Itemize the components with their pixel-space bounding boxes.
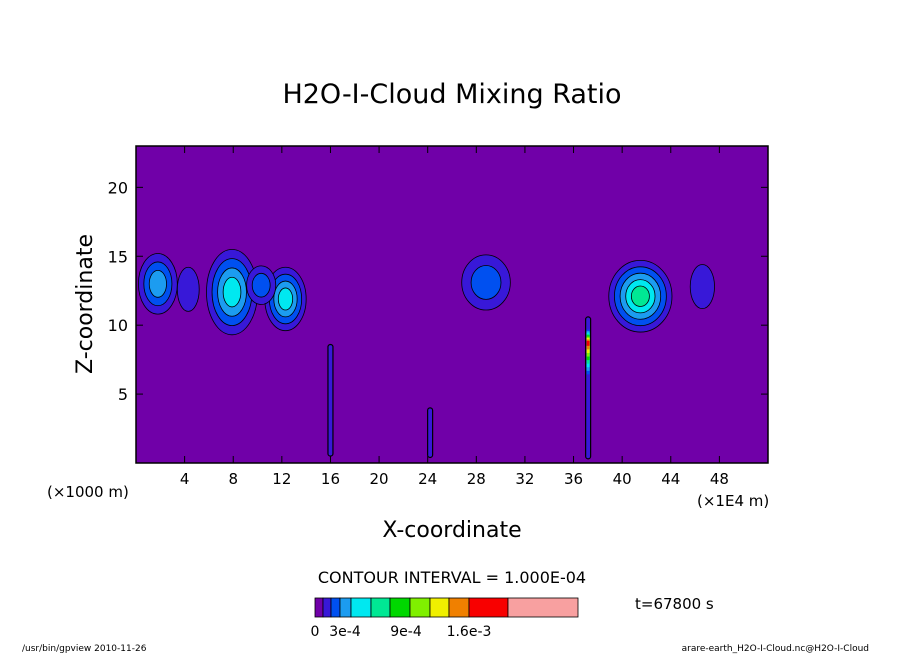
contour-feature-3-level-4 <box>277 287 294 311</box>
x-tick-label: 8 <box>228 470 238 488</box>
colorbar <box>314 597 579 618</box>
colorbar-labels: 0 3e-4 9e-4 1.6e-3 <box>311 624 492 640</box>
time-label: t=67800 s <box>635 595 714 613</box>
column-1 <box>427 407 434 459</box>
colorbar-swatch <box>322 597 332 618</box>
footer-left: /usr/bin/gpview 2010-11-26 <box>22 644 147 654</box>
colorbar-swatch <box>339 597 352 618</box>
colorbar-swatch <box>350 597 372 618</box>
y-axis: 5 10 15 20 <box>108 178 768 404</box>
y-tick-label: 10 <box>108 316 128 335</box>
contour-feature-7-level-1 <box>689 264 715 310</box>
colorbar-swatch <box>468 597 509 618</box>
y-tick-label: 20 <box>108 178 128 197</box>
x-tick-label: 28 <box>467 470 486 488</box>
contour-feature-6-level-5 <box>630 285 650 307</box>
contour-feature-0-level-3 <box>148 269 167 298</box>
contour-feature-4-level-2 <box>251 272 271 298</box>
contour-feature-1-level-1 <box>176 266 200 312</box>
colorbar-tick-label: 3e-4 <box>329 624 361 640</box>
x-tick-label: 12 <box>272 470 291 488</box>
colorbar-tick-label: 1.6e-3 <box>447 624 492 640</box>
colorbar-swatch <box>314 597 324 618</box>
y-axis-unit: (×1000 m) <box>47 483 129 501</box>
y-axis-label: Z-coordinate <box>73 234 98 374</box>
colorbar-swatch <box>409 597 431 618</box>
x-tick-label: 16 <box>321 470 340 488</box>
column-0 <box>327 343 334 457</box>
contour-feature-2-level-4 <box>222 276 242 308</box>
colorbar-swatch <box>507 597 579 618</box>
x-axis-unit: (×1E4 m) <box>697 492 769 510</box>
contour-fills <box>138 248 715 460</box>
x-tick-label: 40 <box>613 470 632 488</box>
x-tick-label: 48 <box>710 470 729 488</box>
y-tick-label: 15 <box>108 247 128 266</box>
y-tick-label: 5 <box>118 385 128 404</box>
footer-right: arare-earth_H2O-I-Cloud.nc@H2O-I-Cloud <box>682 644 869 654</box>
colorbar-tick-label: 0 <box>311 624 320 640</box>
colorbar-swatch <box>429 597 450 618</box>
x-axis: 4 8 12 16 20 24 28 32 36 40 44 48 <box>180 146 729 488</box>
colorbar-swatch <box>330 597 341 618</box>
colorbar-swatch <box>370 597 391 618</box>
colorbar-swatch <box>448 597 470 618</box>
x-tick-label: 4 <box>180 470 190 488</box>
plot-frame <box>135 145 769 464</box>
contour-feature-5-level-2 <box>470 265 502 300</box>
x-tick-label: 20 <box>370 470 389 488</box>
x-tick-label: 36 <box>564 470 583 488</box>
colorbar-tick-label: 9e-4 <box>390 624 422 640</box>
x-axis-label: X-coordinate <box>382 518 521 543</box>
column-2-level-10 <box>586 340 590 346</box>
x-tick-label: 24 <box>418 470 437 488</box>
colorbar-swatch <box>389 597 411 618</box>
contour-interval: CONTOUR INTERVAL = 1.000E-04 <box>318 568 586 587</box>
x-tick-label: 44 <box>661 470 680 488</box>
chart-title: H2O-I-Cloud Mixing Ratio <box>282 79 621 110</box>
x-tick-label: 32 <box>515 470 534 488</box>
